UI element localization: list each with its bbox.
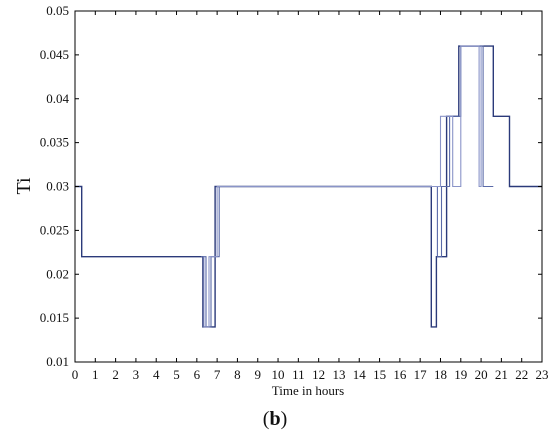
x-tick-label: 2 [112, 367, 119, 382]
panel-label: (b) [0, 408, 550, 431]
x-tick-label: 8 [234, 367, 241, 382]
x-tick-label: 12 [312, 367, 325, 382]
x-tick-label: 3 [133, 367, 140, 382]
y-tick-label: 0.05 [46, 3, 69, 18]
y-tick-label: 0.035 [40, 135, 69, 150]
series-line-1 [75, 45, 542, 328]
y-axis-title: Ti [13, 177, 35, 195]
x-tick-label: 7 [214, 367, 221, 382]
x-tick-label: 16 [393, 367, 407, 382]
x-tick-label: 15 [373, 367, 386, 382]
panel-label-close: ) [280, 408, 288, 430]
x-tick-label: 18 [434, 367, 447, 382]
x-tick-label: 17 [414, 367, 428, 382]
y-tick-label: 0.01 [46, 354, 69, 369]
x-tick-label: 11 [292, 367, 305, 382]
x-tick-label: 22 [515, 367, 528, 382]
y-tick-label: 0.025 [40, 222, 69, 237]
y-tick-label: 0.015 [40, 310, 69, 325]
x-tick-label: 20 [475, 367, 488, 382]
x-tick-label: 5 [173, 367, 180, 382]
x-tick-label: 10 [272, 367, 285, 382]
x-tick-label: 1 [92, 367, 99, 382]
x-tick-label: 4 [153, 367, 160, 382]
x-tick-label: 23 [536, 367, 549, 382]
x-tick-label: 6 [194, 367, 201, 382]
series-line-3 [203, 45, 482, 328]
y-tick-label: 0.04 [46, 91, 69, 106]
x-tick-label: 9 [254, 367, 261, 382]
x-tick-label: 13 [332, 367, 345, 382]
x-tick-label: 0 [72, 367, 79, 382]
x-tick-label: 19 [454, 367, 467, 382]
x-tick-label: 14 [353, 367, 367, 382]
panel-label-letter: b [269, 408, 281, 430]
x-tick-label: 21 [495, 367, 508, 382]
y-tick-label: 0.02 [46, 266, 69, 281]
y-tick-label: 0.045 [40, 47, 69, 62]
x-axis-title: Time in hours [272, 383, 344, 398]
panel-label-open: ( [262, 408, 270, 430]
y-tick-label: 0.03 [46, 179, 69, 194]
